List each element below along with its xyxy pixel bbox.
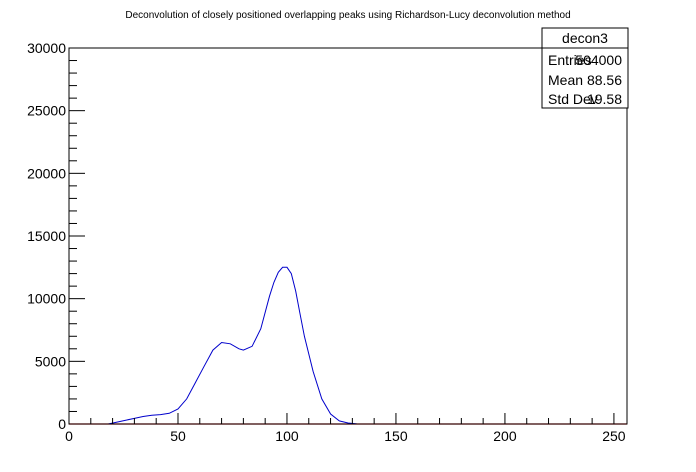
x-tick-label: 250: [602, 428, 626, 444]
series-line-0: [108, 266, 362, 425]
axis-layer: 0 50 100 150 200 250 0 5000 10000 15000 20000 25000…: [27, 40, 626, 444]
x-tick-label: 200: [493, 428, 517, 444]
stats-box: decon3 Entries 504000 Mean 88.56 Std Dev…: [541, 27, 629, 109]
x-tick-label: 50: [170, 428, 186, 444]
y-tick-label: 0: [58, 416, 66, 432]
y-tick-label: 15000: [27, 228, 66, 244]
stats-mean-value: 88.56: [587, 72, 622, 88]
y-tick-label: 30000: [27, 40, 66, 56]
stats-entries-label: Entries: [548, 52, 592, 68]
y-tick-label: 25000: [27, 103, 66, 119]
x-tick-label: 100: [275, 428, 299, 444]
x-tick-label: 150: [384, 428, 408, 444]
stats-stddev-value: 19.58: [587, 91, 622, 107]
stats-mean-label: Mean: [548, 72, 583, 88]
stats-stddev-label: Std Dev: [548, 91, 598, 107]
y-tick-label: 5000: [35, 353, 66, 369]
x-tick-label: 0: [65, 428, 73, 444]
series-layer: [108, 266, 362, 425]
y-tick-label: 10000: [27, 291, 66, 307]
y-tick-label: 20000: [27, 165, 66, 181]
stats-entries-value: 504000: [575, 52, 622, 68]
stats-box-frame: [541, 27, 629, 109]
stats-box-name: decon3: [562, 30, 608, 46]
chart-title: Deconvolution of closely positioned over…: [125, 10, 570, 21]
